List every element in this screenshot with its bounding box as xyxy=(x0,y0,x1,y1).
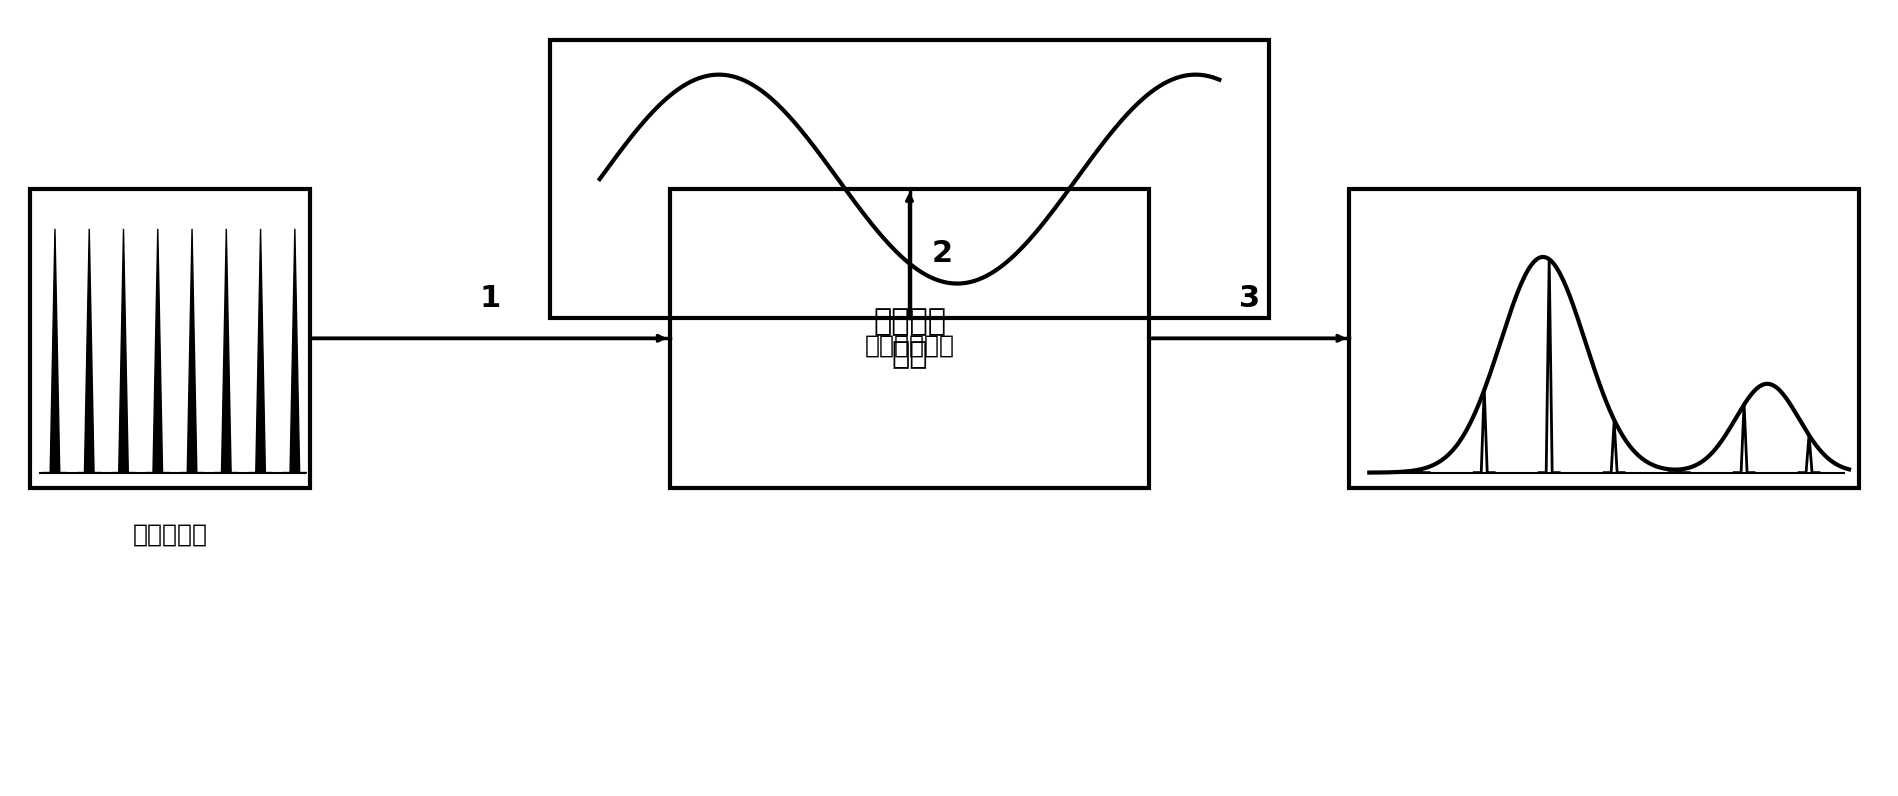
Text: 采样光脉冲: 采样光脉冲 xyxy=(133,522,207,546)
Polygon shape xyxy=(146,229,169,473)
Text: 电光采样
系统: 电光采样 系统 xyxy=(873,307,945,369)
Bar xyxy=(30,189,309,487)
Polygon shape xyxy=(78,229,101,473)
Text: 2: 2 xyxy=(932,240,953,268)
Text: 模拟电流信号: 模拟电流信号 xyxy=(864,334,955,357)
Polygon shape xyxy=(249,229,273,473)
Polygon shape xyxy=(283,229,307,473)
Bar xyxy=(670,189,1148,487)
Text: 3: 3 xyxy=(1237,284,1258,314)
Bar xyxy=(549,40,1268,318)
Polygon shape xyxy=(214,229,237,473)
Bar xyxy=(1349,189,1858,487)
Polygon shape xyxy=(112,229,135,473)
Text: 1: 1 xyxy=(478,284,499,314)
Polygon shape xyxy=(180,229,203,473)
Polygon shape xyxy=(44,229,66,473)
